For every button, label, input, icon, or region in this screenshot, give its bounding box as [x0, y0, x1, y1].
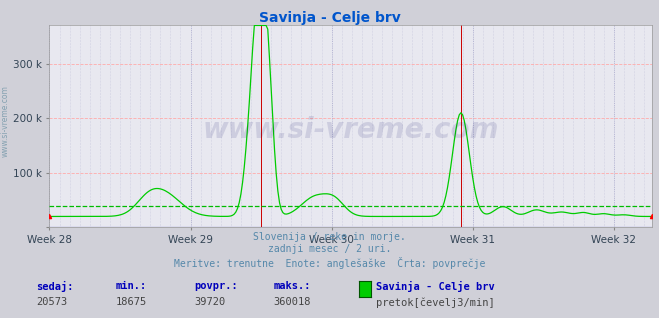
Text: www.si-vreme.com: www.si-vreme.com [203, 116, 499, 144]
Text: Savinja - Celje brv: Savinja - Celje brv [376, 281, 494, 293]
Text: Savinja - Celje brv: Savinja - Celje brv [258, 11, 401, 25]
Text: min.:: min.: [115, 281, 146, 291]
Text: maks.:: maks.: [273, 281, 311, 291]
Text: 360018: 360018 [273, 297, 311, 307]
Text: 20573: 20573 [36, 297, 67, 307]
Text: 18675: 18675 [115, 297, 146, 307]
Text: Slovenija / reke in morje.: Slovenija / reke in morje. [253, 232, 406, 241]
Text: www.si-vreme.com: www.si-vreme.com [1, 85, 10, 157]
Text: zadnji mesec / 2 uri.: zadnji mesec / 2 uri. [268, 244, 391, 254]
Text: 39720: 39720 [194, 297, 225, 307]
Text: pretok[čevelj3/min]: pretok[čevelj3/min] [376, 297, 494, 308]
Text: povpr.:: povpr.: [194, 281, 238, 291]
Text: sedaj:: sedaj: [36, 281, 74, 293]
Text: Meritve: trenutne  Enote: anglešaške  Črta: povprečje: Meritve: trenutne Enote: anglešaške Črta… [174, 257, 485, 269]
